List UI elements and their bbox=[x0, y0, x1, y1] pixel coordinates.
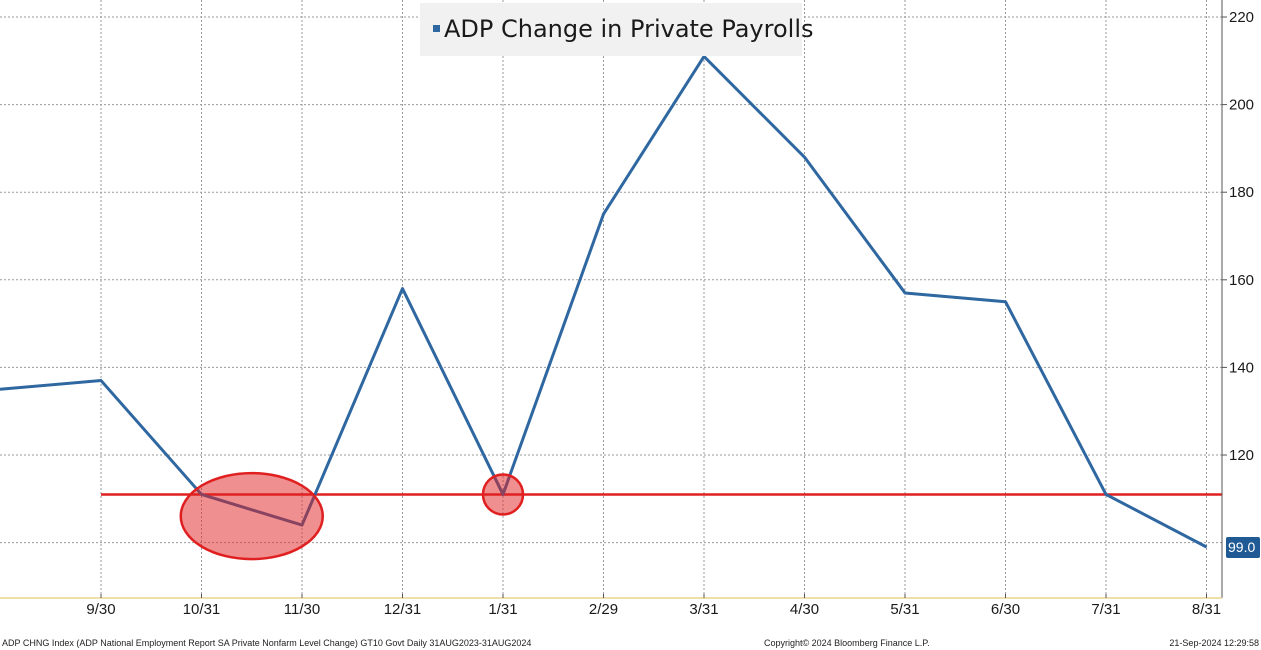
y-tick-label: 140 bbox=[1229, 359, 1254, 376]
data-point bbox=[804, 156, 805, 158]
footer-source: ADP CHNG Index (ADP National Employment … bbox=[2, 638, 531, 648]
data-point bbox=[100, 380, 102, 382]
x-tick-label: 2/29 bbox=[589, 601, 618, 618]
highlight-circle bbox=[481, 473, 525, 516]
legend-background bbox=[420, 3, 802, 56]
highlight-ellipse bbox=[179, 471, 324, 561]
legend-swatch bbox=[433, 25, 440, 32]
x-tick-label: 5/31 bbox=[890, 601, 919, 618]
x-tick-label: 12/31 bbox=[384, 601, 422, 618]
axes-group bbox=[0, 0, 1223, 599]
y-tick-label: 200 bbox=[1229, 97, 1254, 114]
x-tick-label: 4/30 bbox=[790, 601, 819, 618]
x-tick-label: 3/31 bbox=[689, 601, 718, 618]
legend-label: ADP Change in Private Payrolls bbox=[444, 15, 814, 43]
data-point bbox=[904, 292, 906, 294]
footer-timestamp: 21-Sep-2024 12:29:58 bbox=[1169, 638, 1259, 648]
y-tick-label: 180 bbox=[1229, 184, 1254, 201]
x-tick-label: 7/31 bbox=[1091, 601, 1120, 618]
data-point bbox=[703, 55, 705, 57]
x-tick-label: 11/30 bbox=[284, 601, 320, 618]
y-tick-label: 160 bbox=[1229, 272, 1254, 289]
data-point bbox=[1206, 546, 1207, 548]
data-point bbox=[0, 388, 1, 390]
y-tick-label: 120 bbox=[1229, 447, 1254, 464]
data-point bbox=[603, 213, 604, 215]
data-point bbox=[1105, 493, 1107, 495]
x-tick-label: 1/31 bbox=[488, 601, 517, 618]
x-axis-ticks: 9/30 10/31 11/30 12/31 1/31 2/29 3/31 4/30 5/31 6… bbox=[86, 594, 1221, 618]
data-point bbox=[402, 288, 403, 290]
footer: ADP CHNG Index (ADP National Employment … bbox=[2, 638, 1259, 648]
x-tick-label: 10/31 bbox=[183, 601, 221, 618]
footer-copyright: Copyright© 2024 Bloomberg Finance L.P. bbox=[764, 638, 930, 648]
x-tick-label: 6/30 bbox=[991, 601, 1020, 618]
last-value-label: 99.0 bbox=[1228, 539, 1255, 555]
data-point bbox=[1005, 301, 1006, 303]
annotation-group bbox=[179, 471, 525, 561]
legend: ADP Change in Private Payrolls bbox=[420, 3, 814, 56]
y-axis-ticks: 120 140 160 180 200 220 bbox=[1222, 9, 1254, 464]
last-value-background bbox=[1226, 537, 1260, 558]
y-tick-label: 220 bbox=[1229, 9, 1254, 26]
last-value-badge: 99.0 bbox=[1226, 537, 1260, 558]
x-tick-label: 9/30 bbox=[86, 601, 115, 618]
x-tick-label: 8/31 bbox=[1192, 601, 1221, 618]
